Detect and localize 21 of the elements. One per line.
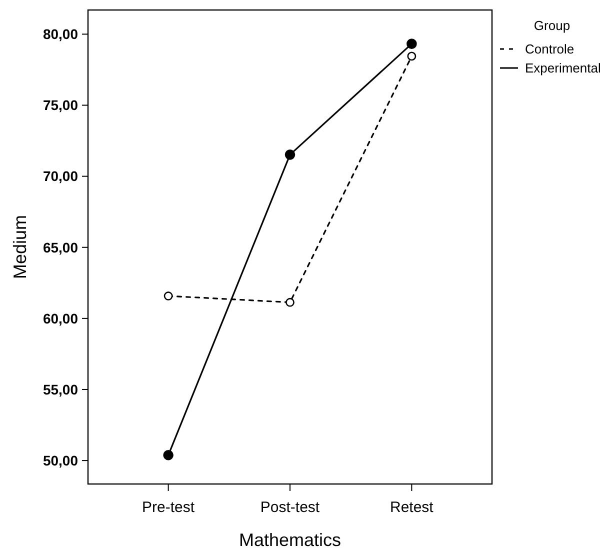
y-tick-label: 55,00	[42, 381, 78, 398]
y-tick-label: 65,00	[42, 239, 78, 256]
y-axis-title: Medium	[10, 214, 30, 280]
point	[406, 38, 417, 49]
legend-label: Controle	[525, 42, 574, 57]
x-tick-label: Post-test	[260, 499, 320, 516]
y-tick-label: 70,00	[42, 168, 78, 184]
point	[407, 52, 416, 61]
y-tick-label: 80,00	[42, 26, 78, 42]
point	[286, 298, 294, 307]
x-tick-label: Pre-test	[142, 499, 196, 516]
legend-label: Experimental	[525, 60, 601, 76]
y-tick-label: 50,00	[42, 452, 78, 468]
y-tick-label: 75,00	[42, 97, 78, 114]
point	[164, 292, 173, 300]
point	[163, 450, 174, 460]
point	[284, 150, 296, 160]
x-tick-label: Retest	[390, 499, 434, 516]
legend-title: Group	[534, 18, 570, 33]
x-axis-title: Mathematics	[238, 530, 342, 550]
y-tick-label: 60,00	[42, 310, 78, 326]
